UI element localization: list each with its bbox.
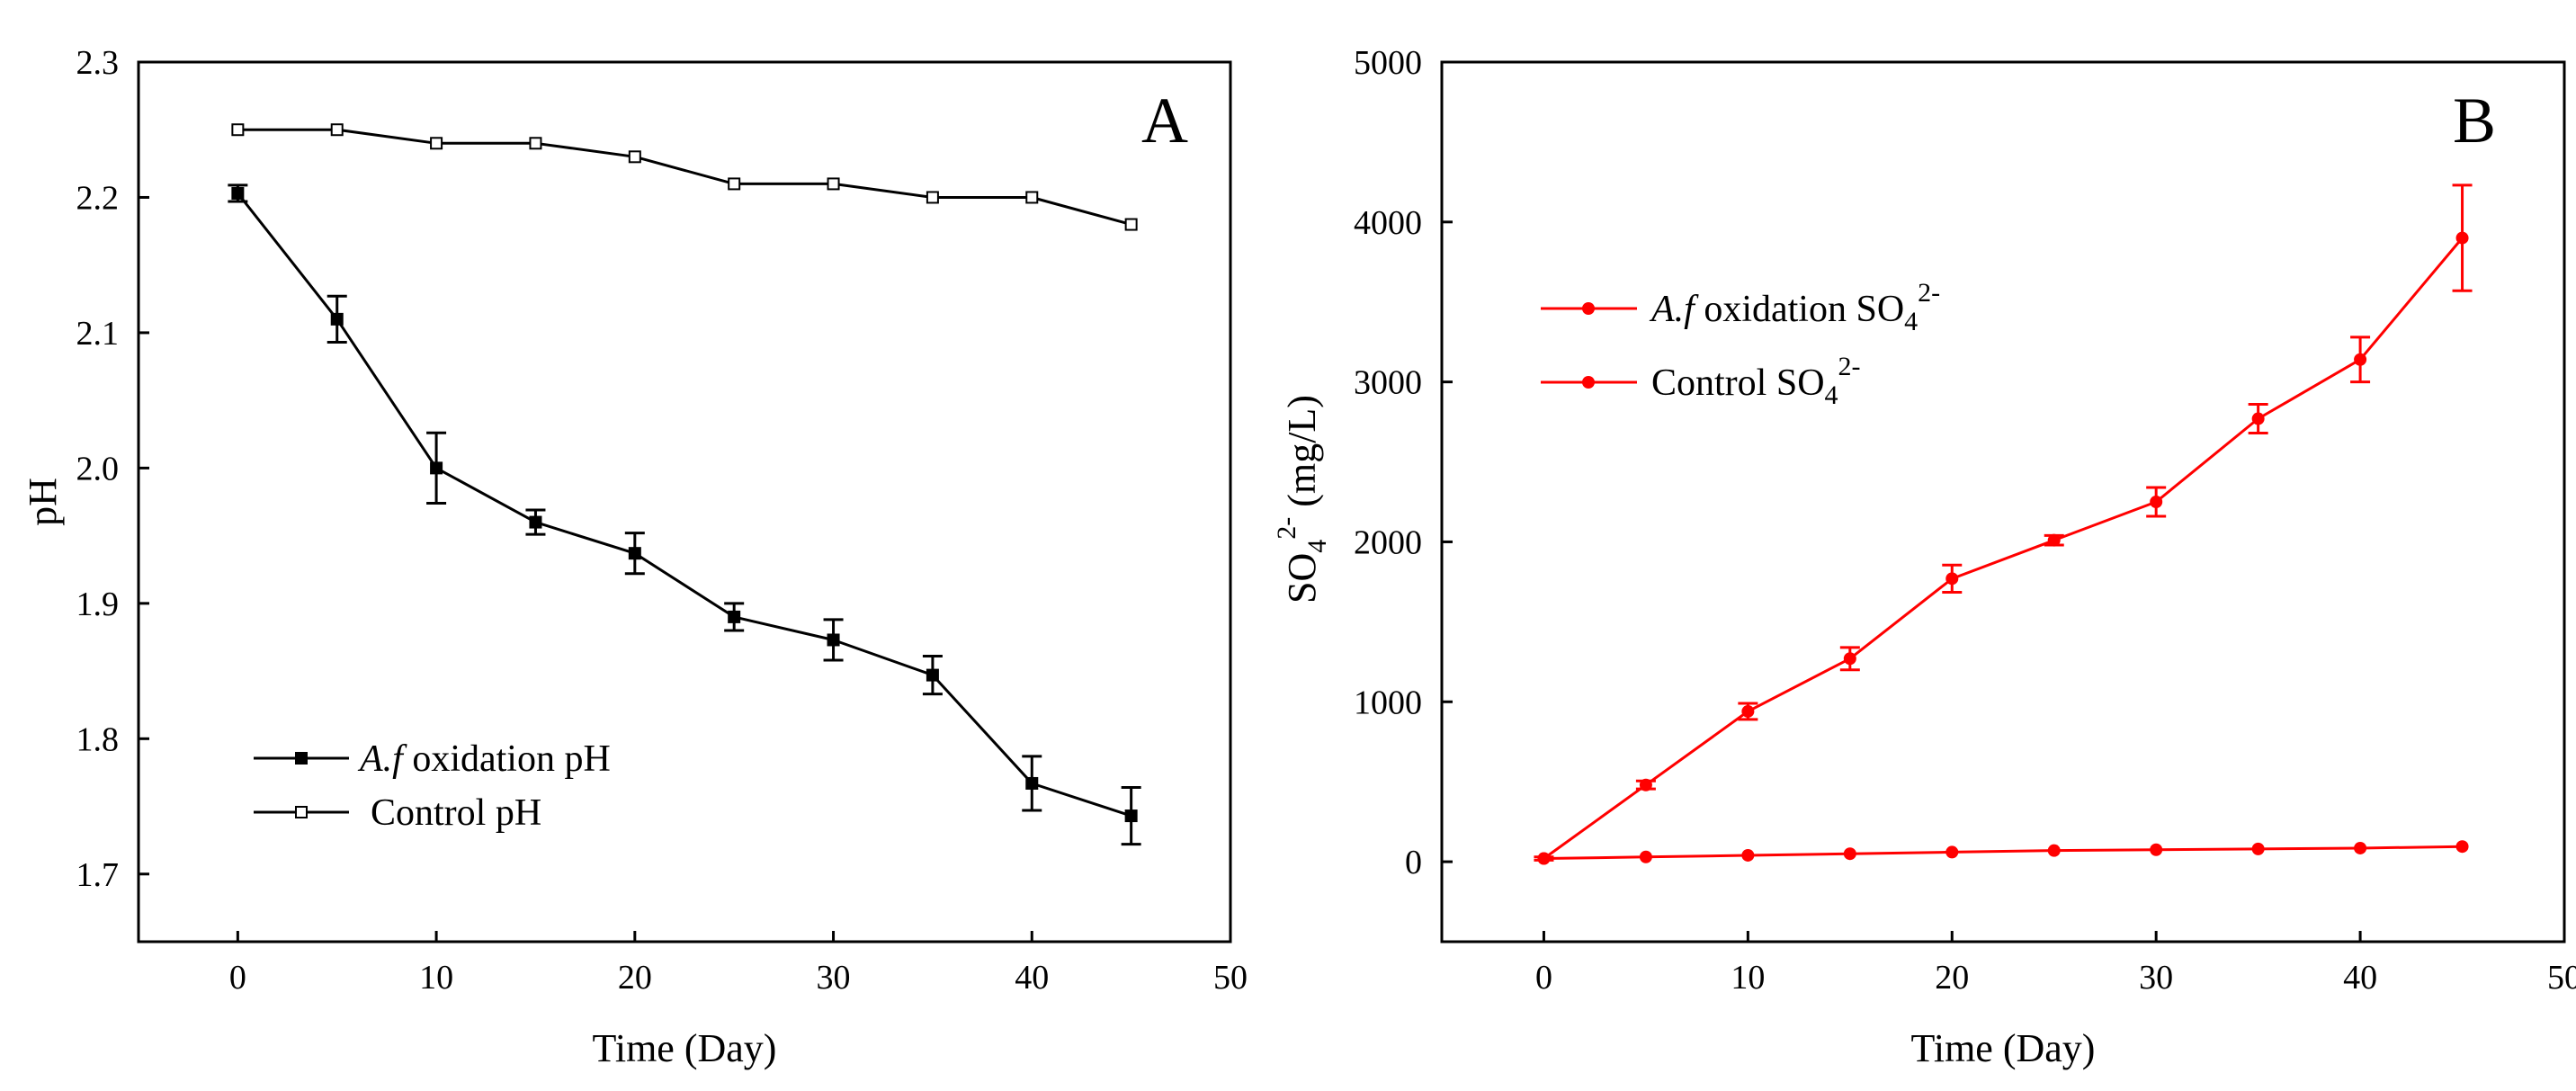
series-2-point xyxy=(628,150,641,164)
y-tick-label: 2.1 xyxy=(76,315,120,353)
series-2-point xyxy=(231,123,245,137)
series-2-point xyxy=(2047,844,2061,857)
series-1-point xyxy=(628,547,641,560)
x-tick-label: 30 xyxy=(2139,959,2173,997)
y-tick-label: 0 xyxy=(1405,844,1422,881)
series-1-point xyxy=(1124,809,1138,823)
x-tick-label: 0 xyxy=(1535,959,1552,997)
panel-b-y-ticks: 0 1000 2000 3000 4000 5000 xyxy=(1354,44,1453,881)
panel-a-plot-frame xyxy=(137,60,1232,943)
series-1-point xyxy=(529,515,542,529)
x-tick-label: 50 xyxy=(1213,959,1248,997)
panel-a-chart: 0 10 20 30 40 50 1.7 1.8 1.9 2.0 2.1 2.2 2.3 A Time… xyxy=(21,44,1248,1070)
x-tick-label: 30 xyxy=(817,959,851,997)
series-2-point xyxy=(529,137,542,150)
y-tick-label: 2.0 xyxy=(76,450,120,487)
y-tick-label: 2000 xyxy=(1354,523,1422,561)
series-1-point xyxy=(2150,496,2163,508)
y-tick-label: 2.3 xyxy=(76,44,120,82)
panel-b-legend-label-af: A.f oxidation SO42- xyxy=(1649,278,1940,336)
series-2-point xyxy=(430,137,443,150)
series-1-point xyxy=(1639,778,1652,791)
series-2-line xyxy=(237,128,1131,227)
panel-b-chart: 0 10 20 30 40 50 0 1000 2000 3000 4000 5000 B Time… xyxy=(1272,44,2576,1070)
y-tick-label: 5000 xyxy=(1354,44,1422,82)
panel-a-legend: A.f oxidation pH Control pH xyxy=(254,738,611,834)
series-1-point xyxy=(330,312,344,326)
panel-b-plot-frame xyxy=(1440,60,2566,943)
series-1-point xyxy=(2354,353,2367,366)
panel-a-x-axis-title: Time (Day) xyxy=(593,1026,777,1070)
x-tick-label: 10 xyxy=(419,959,453,997)
series-1-line xyxy=(237,192,1132,818)
series-1-point xyxy=(1025,776,1039,790)
series-2-point xyxy=(2455,840,2469,854)
panel-a-letter: A xyxy=(1141,85,1188,156)
panel-b-legend-marker-af xyxy=(1582,302,1595,315)
panel-b-legend-marker-control xyxy=(1582,376,1595,389)
series-2-point xyxy=(1639,850,1652,863)
y-tick-label: 3000 xyxy=(1354,364,1422,402)
series-2-point xyxy=(1843,847,1856,861)
series-2-point xyxy=(1945,845,1959,859)
series-2-line xyxy=(1543,845,2463,860)
panel-b-legend-item-af: A.f oxidation SO42- xyxy=(1541,278,1940,336)
series-2-point xyxy=(1025,191,1039,204)
series-1-point xyxy=(231,186,245,200)
series-1-point xyxy=(430,461,443,475)
series-2-point xyxy=(330,123,344,137)
y-tick-label: 2.2 xyxy=(76,179,120,217)
x-tick-label: 50 xyxy=(2547,959,2576,997)
panel-a-legend-label-af: A.f oxidation pH xyxy=(357,738,611,780)
y-tick-label: 1.9 xyxy=(76,586,120,623)
x-tick-label: 40 xyxy=(1015,959,1049,997)
series-2-point xyxy=(827,177,840,191)
series-2-point xyxy=(1537,852,1551,865)
panel-b-letter: B xyxy=(2453,85,2496,156)
series-1-point xyxy=(1843,652,1856,666)
series-1-point xyxy=(2455,231,2469,245)
series-2-point xyxy=(2150,843,2163,856)
series-1-point xyxy=(926,668,939,682)
series-1-point xyxy=(827,633,840,647)
panel-b-legend-label-control: Control SO42- xyxy=(1651,352,1861,410)
panel-a-legend-item-af: A.f oxidation pH xyxy=(254,738,611,780)
series-1-point xyxy=(1945,572,1959,586)
series-2-point xyxy=(2251,842,2265,855)
panel-a-y-ticks: 1.7 1.8 1.9 2.0 2.1 2.2 2.3 xyxy=(76,44,149,894)
x-tick-label: 40 xyxy=(2343,959,2377,997)
x-tick-label: 20 xyxy=(618,959,652,997)
x-tick-label: 10 xyxy=(1731,959,1765,997)
panel-a-legend-marker-control xyxy=(295,806,308,818)
series-2-point xyxy=(728,177,741,191)
y-tick-label: 4000 xyxy=(1354,204,1422,242)
series-1-point xyxy=(1741,704,1755,718)
y-tick-label: 1000 xyxy=(1354,684,1422,721)
panel-a-legend-label-control: Control pH xyxy=(371,792,541,834)
panel-b-legend: A.f oxidation SO42- Control SO42- xyxy=(1541,278,1940,410)
panel-b-series xyxy=(1534,183,2473,865)
panel-a-x-ticks: 0 10 20 30 40 50 xyxy=(229,931,1248,997)
series-1-point xyxy=(728,610,741,623)
series-1-line xyxy=(1543,237,2464,860)
x-tick-label: 0 xyxy=(229,959,246,997)
panel-a-legend-marker-af xyxy=(295,752,308,765)
series-1-point xyxy=(2047,533,2061,547)
panel-a-legend-item-control: Control pH xyxy=(254,792,541,834)
series-2-point xyxy=(1741,848,1755,862)
y-tick-label: 1.8 xyxy=(76,720,120,758)
panel-b-legend-item-control: Control SO42- xyxy=(1541,352,1861,410)
panel-b-x-axis-title: Time (Day) xyxy=(1911,1026,2096,1070)
series-2-point xyxy=(2354,841,2367,854)
x-tick-label: 20 xyxy=(1935,959,1969,997)
series-2-point xyxy=(926,191,939,204)
panel-b-y-axis-title: SO42- (mg/L) xyxy=(1272,395,1332,604)
panel-a-series xyxy=(228,123,1141,846)
series-1-point xyxy=(2251,412,2265,425)
y-tick-label: 1.7 xyxy=(76,856,120,894)
series-2-point xyxy=(1124,218,1138,231)
panel-b-x-ticks: 0 10 20 30 40 50 xyxy=(1535,931,2576,997)
panel-a-y-axis-title: pH xyxy=(21,478,65,526)
